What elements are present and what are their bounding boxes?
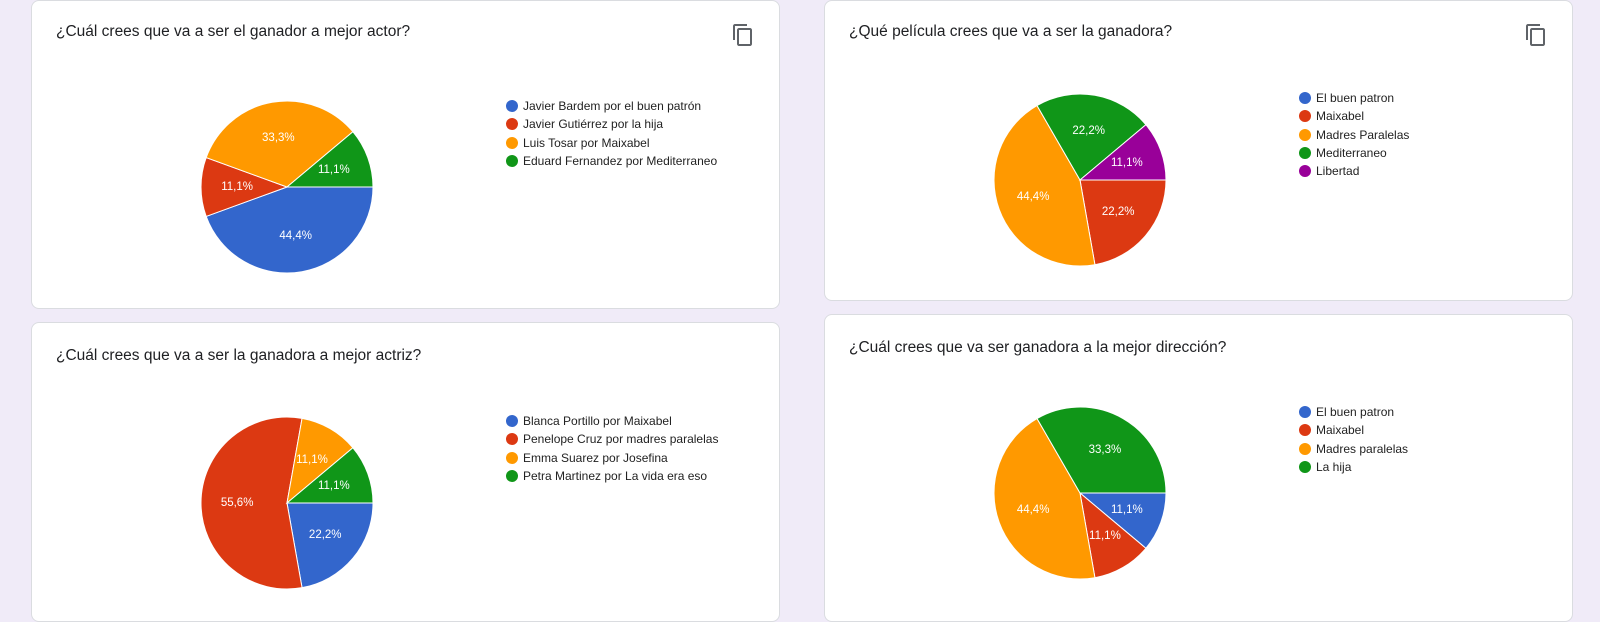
pie-slice-mediterraneo xyxy=(1036,93,1147,181)
question-card-best-actor: ¿Cuál crees que va a ser el ganador a me… xyxy=(31,0,780,309)
legend-swatch xyxy=(1299,110,1311,123)
pie-slice-petra-martinez-por-la-vida-era-eso xyxy=(285,447,374,504)
legend-swatch xyxy=(506,470,518,483)
legend-swatch xyxy=(506,100,518,113)
legend-item-eduard-fernandez-por-mediterraneo: Eduard Fernandez por Mediterraneo xyxy=(506,152,717,170)
legend-label: Libertad xyxy=(1316,164,1360,179)
copy-content-icon[interactable] xyxy=(1524,23,1548,47)
question-card-best-director: ¿Cuál crees que va ser ganadora a la mej… xyxy=(824,314,1573,622)
legend-item-madres-paralelas: Madres paralelas xyxy=(1299,440,1408,458)
legend-label: Maixabel xyxy=(1316,109,1365,124)
legend-swatch xyxy=(1299,128,1311,141)
slice-value-label: 11,1% xyxy=(221,181,253,193)
chart-legend: Blanca Portillo por Maixabel Penelope Cru… xyxy=(506,412,718,485)
slice-value-label: 22,2% xyxy=(1072,125,1105,137)
legend-swatch xyxy=(1299,92,1311,105)
chart-legend: El buen patron Maixabel Madres Paralelas Me… xyxy=(1299,89,1409,180)
legend-label: La hija xyxy=(1316,460,1352,475)
legend-label: Penelope Cruz por madres paralelas xyxy=(523,432,719,447)
legend-swatch xyxy=(506,118,518,131)
slice-value-label: 33,3% xyxy=(1089,444,1122,456)
legend-item-maixabel: Maixabel xyxy=(1299,107,1409,125)
legend-swatch xyxy=(1299,424,1311,437)
legend-swatch xyxy=(1299,165,1311,178)
legend-item-emma-suarez-por-josefina: Emma Suarez por Josefina xyxy=(506,449,718,467)
legend-item-madres-paralelas: Madres Paralelas xyxy=(1299,126,1409,144)
copy-content-icon[interactable] xyxy=(731,23,755,47)
legend-item-libertad: Libertad xyxy=(1299,162,1409,180)
chart-legend: El buen patron Maixabel Madres paralelas La… xyxy=(1299,403,1408,476)
slice-value-label: 11,1% xyxy=(1111,504,1143,516)
legend-item-petra-martinez-por-la-vida-era-eso: Petra Martinez por La vida era eso xyxy=(506,467,718,485)
pie-chart: 22,2% 44,4% 22,2% 11,1% xyxy=(993,93,1167,267)
slice-value-label: 22,2% xyxy=(1102,206,1135,218)
pie-slice-penelope-cruz-por-madres-paralelas xyxy=(200,416,303,590)
legend-label: Madres paralelas xyxy=(1316,441,1409,456)
legend-item-la-hija: La hija xyxy=(1299,458,1408,476)
pie-slice-luis-tosar-por-maixabel xyxy=(205,100,354,188)
slice-value-label: 11,1% xyxy=(1089,530,1121,542)
pie-slice-eduard-fernandez-por-mediterraneo xyxy=(285,131,374,188)
pie-slice-madres-paralelas xyxy=(993,417,1096,580)
slice-value-label: 11,1% xyxy=(296,454,328,466)
question-title: ¿Cuál crees que va ser ganadora a la mej… xyxy=(849,339,1227,356)
legend-swatch xyxy=(1299,442,1311,455)
slice-value-label: 44,4% xyxy=(1017,504,1050,516)
legend-swatch xyxy=(506,415,518,428)
legend-label: Emma Suarez por Josefina xyxy=(523,450,668,465)
pie-slice-blanca-portillo-por-maixabel xyxy=(286,502,374,589)
legend-label: Blanca Portillo por Maixabel xyxy=(523,414,672,429)
legend-label: Maixabel xyxy=(1316,423,1365,438)
pie-chart: 22,2% 55,6% 11,1% 11,1% xyxy=(200,416,374,590)
legend-item-el-buen-patron: El buen patron xyxy=(1299,89,1409,107)
legend-label: Mediterraneo xyxy=(1316,146,1387,161)
question-title: ¿Cuál crees que va a ser el ganador a me… xyxy=(56,23,411,40)
pie-slice-la-hija xyxy=(1036,406,1167,494)
legend-swatch xyxy=(506,433,518,446)
slice-value-label: 11,1% xyxy=(318,164,350,176)
legend-item-el-buen-patron: El buen patron xyxy=(1299,403,1408,421)
legend-label: Javier Gutiérrez por la hija xyxy=(523,117,664,132)
legend-swatch xyxy=(506,451,518,464)
slice-value-label: 11,1% xyxy=(1111,157,1143,169)
legend-label: Eduard Fernandez por Mediterraneo xyxy=(523,154,718,169)
slice-value-label: 11,1% xyxy=(318,480,350,492)
legend-label: Petra Martinez por La vida era eso xyxy=(523,469,708,484)
legend-swatch xyxy=(506,155,518,168)
legend-swatch xyxy=(1299,461,1311,474)
legend-swatch xyxy=(1299,406,1311,419)
slice-value-label: 55,6% xyxy=(221,497,254,509)
legend-label: El buen patron xyxy=(1316,91,1395,106)
legend-item-mediterraneo: Mediterraneo xyxy=(1299,144,1409,162)
legend-swatch xyxy=(1299,147,1311,160)
pie-slice-maixabel xyxy=(1079,179,1167,266)
slice-value-label: 33,3% xyxy=(262,132,295,144)
slice-value-label: 22,2% xyxy=(309,529,342,541)
legend-label: Madres Paralelas xyxy=(1316,127,1410,142)
legend-item-javier-gutierrez-por-la-hija: Javier Gutiérrez por la hija xyxy=(506,115,717,133)
legend-label: El buen patron xyxy=(1316,405,1395,420)
chart-legend: Javier Bardem por el buen patrón Javier G… xyxy=(506,97,717,170)
legend-label: Javier Bardem por el buen patrón xyxy=(523,99,702,114)
question-card-best-film: ¿Qué película crees que va a ser la gana… xyxy=(824,0,1573,301)
pie-slice-javier-bardem-por-el-buen-patron xyxy=(205,186,374,274)
pie-chart: 44,4% 11,1% 33,3% 11,1% xyxy=(200,100,374,274)
pie-slice-madres-paralelas xyxy=(993,104,1096,267)
question-title: ¿Qué película crees que va a ser la gana… xyxy=(849,23,1173,40)
pie-slice-libertad xyxy=(1078,124,1167,181)
slice-value-label: 44,4% xyxy=(279,230,312,242)
slice-value-label: 44,4% xyxy=(1017,191,1050,203)
legend-label: Luis Tosar por Maixabel xyxy=(523,135,650,150)
legend-item-javier-bardem-por-el-buen-patron: Javier Bardem por el buen patrón xyxy=(506,97,717,115)
legend-swatch xyxy=(506,136,518,149)
legend-item-blanca-portillo-por-maixabel: Blanca Portillo por Maixabel xyxy=(506,412,718,430)
legend-item-penelope-cruz-por-madres-paralelas: Penelope Cruz por madres paralelas xyxy=(506,430,718,448)
question-title: ¿Cuál crees que va a ser la ganadora a m… xyxy=(56,347,422,364)
pie-chart: 11,1% 11,1% 44,4% 33,3% xyxy=(993,406,1167,580)
legend-item-maixabel: Maixabel xyxy=(1299,421,1408,439)
question-card-best-actress: ¿Cuál crees que va a ser la ganadora a m… xyxy=(31,322,780,622)
legend-item-luis-tosar-por-maixabel: Luis Tosar por Maixabel xyxy=(506,134,717,152)
